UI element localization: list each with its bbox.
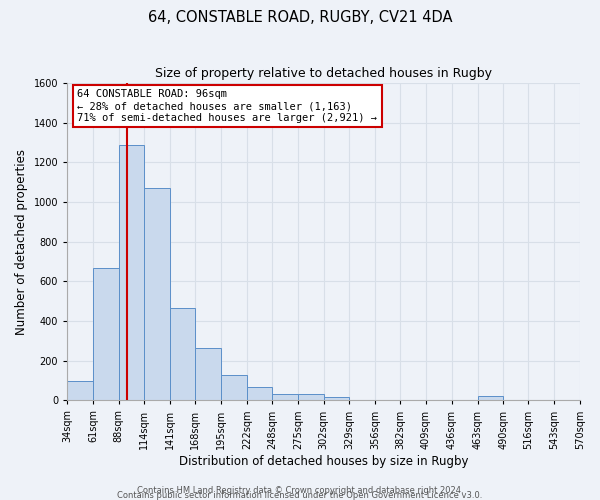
Bar [272,394,298,400]
Bar [298,394,323,400]
Bar [196,348,221,401]
Text: 64 CONSTABLE ROAD: 96sqm
← 28% of detached houses are smaller (1,163)
71% of sem: 64 CONSTABLE ROAD: 96sqm ← 28% of detach… [77,90,377,122]
Bar [144,188,170,400]
Bar [478,396,503,400]
X-axis label: Distribution of detached houses by size in Rugby: Distribution of detached houses by size … [179,454,469,468]
Y-axis label: Number of detached properties: Number of detached properties [15,148,28,334]
Text: Contains public sector information licensed under the Open Government Licence v3: Contains public sector information licen… [118,490,482,500]
Bar [247,386,272,400]
Bar [170,308,196,400]
Bar [119,144,144,400]
Text: Contains HM Land Registry data © Crown copyright and database right 2024.: Contains HM Land Registry data © Crown c… [137,486,463,495]
Bar [93,268,119,400]
Bar [323,398,349,400]
Bar [221,374,247,400]
Text: 64, CONSTABLE ROAD, RUGBY, CV21 4DA: 64, CONSTABLE ROAD, RUGBY, CV21 4DA [148,10,452,25]
Bar [67,380,93,400]
Title: Size of property relative to detached houses in Rugby: Size of property relative to detached ho… [155,68,492,80]
